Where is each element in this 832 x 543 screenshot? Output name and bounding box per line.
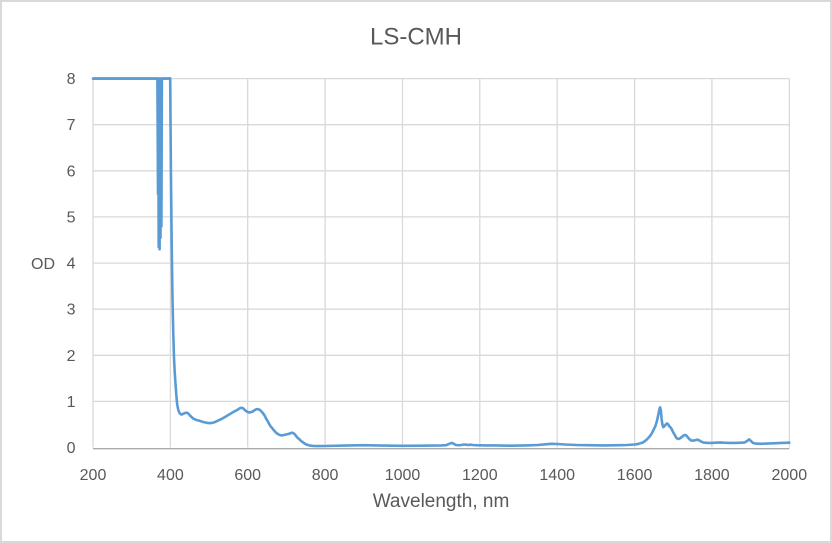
svg-text:0: 0 bbox=[67, 440, 76, 457]
svg-text:3: 3 bbox=[67, 302, 76, 319]
svg-text:1000: 1000 bbox=[385, 467, 421, 484]
svg-text:1200: 1200 bbox=[462, 467, 498, 484]
svg-text:1: 1 bbox=[67, 394, 76, 411]
svg-text:1800: 1800 bbox=[694, 467, 730, 484]
svg-text:Wavelength, nm: Wavelength, nm bbox=[373, 491, 510, 512]
svg-text:2: 2 bbox=[67, 348, 76, 365]
svg-text:200: 200 bbox=[80, 467, 107, 484]
svg-text:7: 7 bbox=[67, 117, 76, 134]
svg-text:6: 6 bbox=[67, 163, 76, 180]
svg-text:5: 5 bbox=[67, 209, 76, 226]
svg-text:1400: 1400 bbox=[539, 467, 575, 484]
svg-text:400: 400 bbox=[157, 467, 184, 484]
svg-text:800: 800 bbox=[312, 467, 339, 484]
svg-text:1600: 1600 bbox=[617, 467, 653, 484]
svg-text:2000: 2000 bbox=[772, 467, 808, 484]
svg-text:LS-CMH: LS-CMH bbox=[370, 24, 462, 51]
svg-text:8: 8 bbox=[67, 71, 76, 88]
svg-text:OD: OD bbox=[31, 256, 55, 273]
svg-text:4: 4 bbox=[67, 256, 76, 273]
svg-text:600: 600 bbox=[234, 467, 261, 484]
